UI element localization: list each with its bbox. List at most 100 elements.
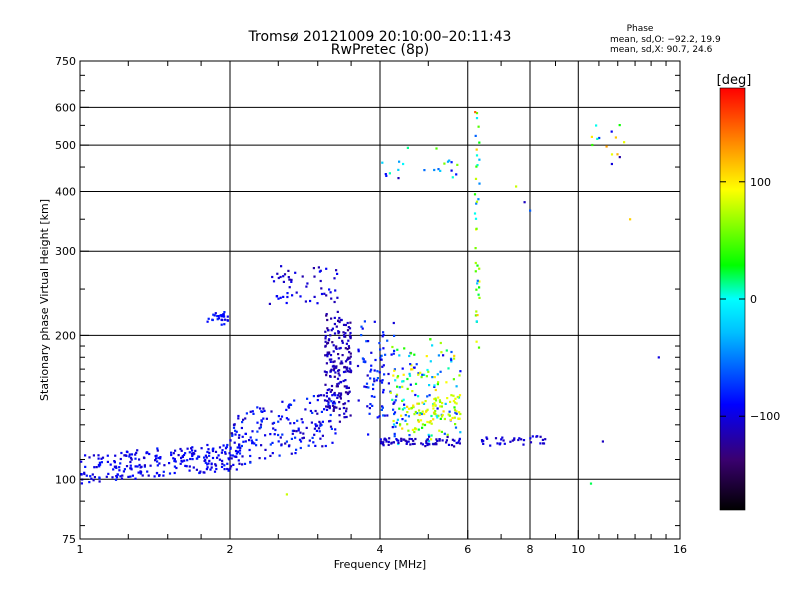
data-point xyxy=(477,293,480,296)
data-point xyxy=(251,410,254,413)
data-point xyxy=(426,438,430,441)
data-point xyxy=(344,332,347,335)
data-point xyxy=(397,177,400,180)
data-point xyxy=(331,404,335,407)
data-point xyxy=(347,326,350,329)
data-point xyxy=(324,330,327,333)
data-point xyxy=(251,441,254,444)
data-point xyxy=(98,476,101,479)
data-point xyxy=(335,345,338,348)
data-point xyxy=(347,386,350,389)
data-point xyxy=(393,432,396,435)
data-point xyxy=(285,417,288,420)
data-point xyxy=(482,442,485,445)
data-point xyxy=(295,291,298,294)
data-point xyxy=(116,473,119,476)
data-point xyxy=(410,368,413,371)
data-point xyxy=(316,399,319,402)
data-point xyxy=(286,295,289,299)
data-point xyxy=(437,414,440,417)
data-point xyxy=(448,414,451,417)
data-point xyxy=(123,454,126,457)
data-point xyxy=(454,397,457,400)
data-point xyxy=(430,414,433,418)
data-point xyxy=(348,357,351,360)
data-point xyxy=(335,385,338,388)
data-point xyxy=(409,383,412,386)
data-point xyxy=(338,347,341,350)
data-point xyxy=(449,418,452,421)
data-point xyxy=(338,395,341,398)
data-point xyxy=(455,173,458,176)
data-point xyxy=(97,457,100,460)
data-point xyxy=(391,398,394,401)
data-point xyxy=(331,441,334,444)
data-point xyxy=(118,469,121,472)
data-point xyxy=(426,443,429,447)
data-point xyxy=(245,412,248,415)
data-point xyxy=(440,415,444,418)
x-tick-label: 10 xyxy=(571,543,585,556)
data-point xyxy=(241,421,244,424)
data-point xyxy=(539,435,542,438)
data-point xyxy=(367,340,370,343)
data-point xyxy=(541,438,544,441)
data-point xyxy=(511,439,514,442)
data-point xyxy=(163,464,166,467)
data-point xyxy=(414,437,417,441)
data-point xyxy=(457,396,461,399)
data-point xyxy=(180,449,183,452)
data-point xyxy=(205,456,208,459)
data-point xyxy=(393,369,396,372)
data-point xyxy=(299,295,302,298)
data-point xyxy=(183,459,186,462)
data-point xyxy=(363,385,366,388)
data-point xyxy=(383,373,386,376)
data-point xyxy=(325,371,328,374)
data-point xyxy=(402,380,405,383)
data-point xyxy=(439,405,442,408)
data-point xyxy=(419,419,423,422)
data-point xyxy=(338,369,341,372)
data-point xyxy=(323,292,326,295)
data-point xyxy=(337,330,340,333)
data-point xyxy=(450,161,453,164)
data-point xyxy=(84,465,87,468)
data-point xyxy=(125,465,129,468)
data-point xyxy=(335,366,338,369)
data-point xyxy=(395,395,398,398)
data-point xyxy=(447,413,450,416)
data-point xyxy=(304,300,307,303)
data-point xyxy=(458,437,461,440)
data-point xyxy=(453,406,456,409)
data-point xyxy=(382,364,385,367)
data-point xyxy=(348,367,351,370)
data-point xyxy=(210,463,213,466)
data-point xyxy=(296,419,299,422)
data-point xyxy=(440,430,443,433)
data-point xyxy=(320,394,323,397)
data-point xyxy=(433,397,436,401)
data-point xyxy=(287,418,290,421)
data-point xyxy=(213,470,217,473)
data-point xyxy=(434,410,437,413)
data-point xyxy=(427,370,430,373)
data-point xyxy=(435,438,438,441)
data-point xyxy=(225,445,228,448)
data-point xyxy=(98,461,101,464)
data-point xyxy=(223,323,226,326)
data-point xyxy=(474,314,477,317)
data-point xyxy=(476,279,479,282)
data-point xyxy=(130,458,133,461)
data-point xyxy=(325,374,328,377)
data-point xyxy=(129,475,132,478)
data-point xyxy=(438,399,441,402)
data-point xyxy=(196,457,199,460)
data-point xyxy=(325,294,328,297)
data-point xyxy=(234,429,237,432)
data-point xyxy=(80,482,83,485)
data-point xyxy=(432,403,435,406)
data-point xyxy=(89,475,92,478)
data-point xyxy=(316,302,319,305)
data-point xyxy=(420,412,423,416)
